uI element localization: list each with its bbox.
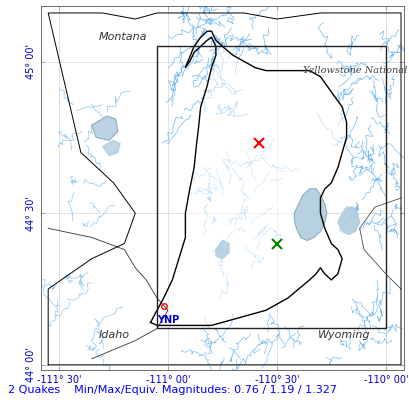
Bar	[157, 46, 385, 328]
Text: 2 Quakes    Min/Max/Equiv. Magnitudes: 0.76 / 1.19 / 1.327: 2 Quakes Min/Max/Equiv. Magnitudes: 0.76…	[8, 385, 336, 395]
Polygon shape	[102, 140, 120, 156]
Polygon shape	[294, 189, 326, 240]
Polygon shape	[216, 240, 228, 259]
Text: YNP: YNP	[157, 315, 179, 325]
Polygon shape	[337, 207, 359, 234]
Text: Idaho: Idaho	[98, 330, 129, 340]
Polygon shape	[92, 116, 118, 140]
Text: Wyoming: Wyoming	[317, 330, 370, 340]
Text: Montana: Montana	[98, 32, 146, 42]
Polygon shape	[150, 31, 346, 326]
Text: Yellowstone National Park: Yellowstone National Park	[302, 66, 409, 75]
